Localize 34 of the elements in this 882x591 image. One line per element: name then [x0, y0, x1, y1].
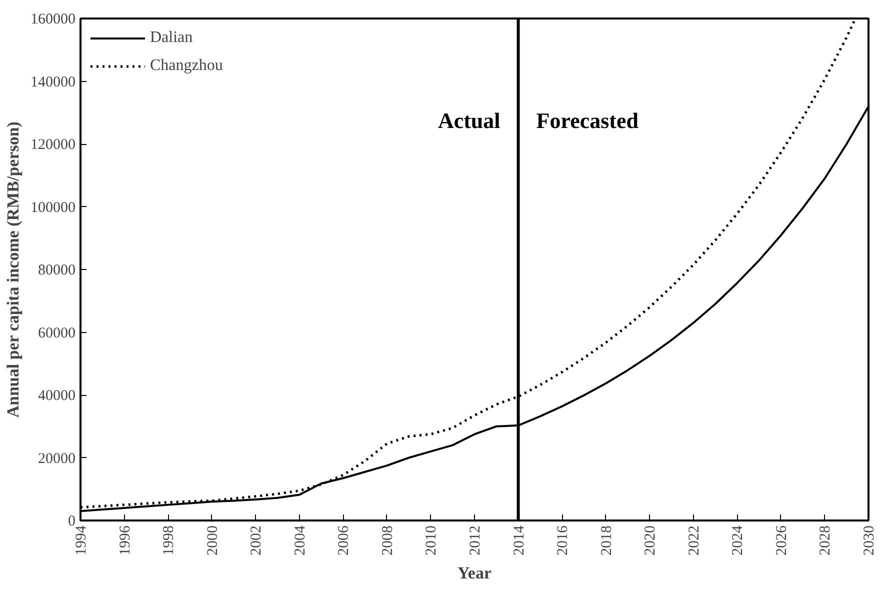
y-tick-label: 0 [68, 514, 76, 530]
y-axis-title: Annual per capita income (RMB/person) [4, 122, 22, 418]
y-tick-label: 20000 [38, 450, 76, 467]
x-tick-label: 2018 [598, 526, 615, 556]
x-tick-label: 2002 [248, 526, 265, 556]
annotation: Forecasted [536, 108, 639, 133]
y-tick-label: 60000 [38, 325, 76, 342]
x-tick-label: 2012 [468, 526, 484, 556]
x-tick-label: 2024 [730, 525, 746, 556]
x-tick-label: 2022 [686, 526, 702, 556]
y-tick-label: 140000 [30, 74, 76, 90]
x-tick-label: 2030 [862, 526, 878, 556]
x-tick-label: 2028 [818, 526, 834, 556]
x-tick-label: 1998 [161, 526, 178, 556]
y-tick-label: 40000 [38, 388, 76, 404]
legend-label: Changzhou [150, 57, 223, 75]
x-tick-label: 2004 [292, 525, 308, 556]
y-tick-label: 160000 [30, 12, 76, 28]
x-tick-label: 2014 [511, 525, 528, 556]
x-axis-title: Year [458, 564, 492, 582]
annotation: Actual [438, 108, 500, 133]
x-tick-label: 1994 [74, 525, 90, 556]
y-tick-label: 100000 [30, 200, 76, 216]
x-tick-label: 2000 [204, 526, 221, 556]
x-tick-label: 2008 [380, 526, 396, 556]
x-tick-label: 2020 [642, 526, 659, 556]
x-tick-label: 2016 [555, 525, 572, 556]
y-tick-label: 120000 [30, 137, 76, 153]
y-tick-label: 80000 [38, 262, 76, 278]
legend-label: Dalian [150, 29, 193, 47]
x-tick-label: 1996 [117, 525, 134, 556]
x-tick-label: 2010 [424, 526, 440, 556]
x-tick-label: 2006 [336, 525, 352, 556]
x-tick-label: 2026 [774, 525, 790, 556]
